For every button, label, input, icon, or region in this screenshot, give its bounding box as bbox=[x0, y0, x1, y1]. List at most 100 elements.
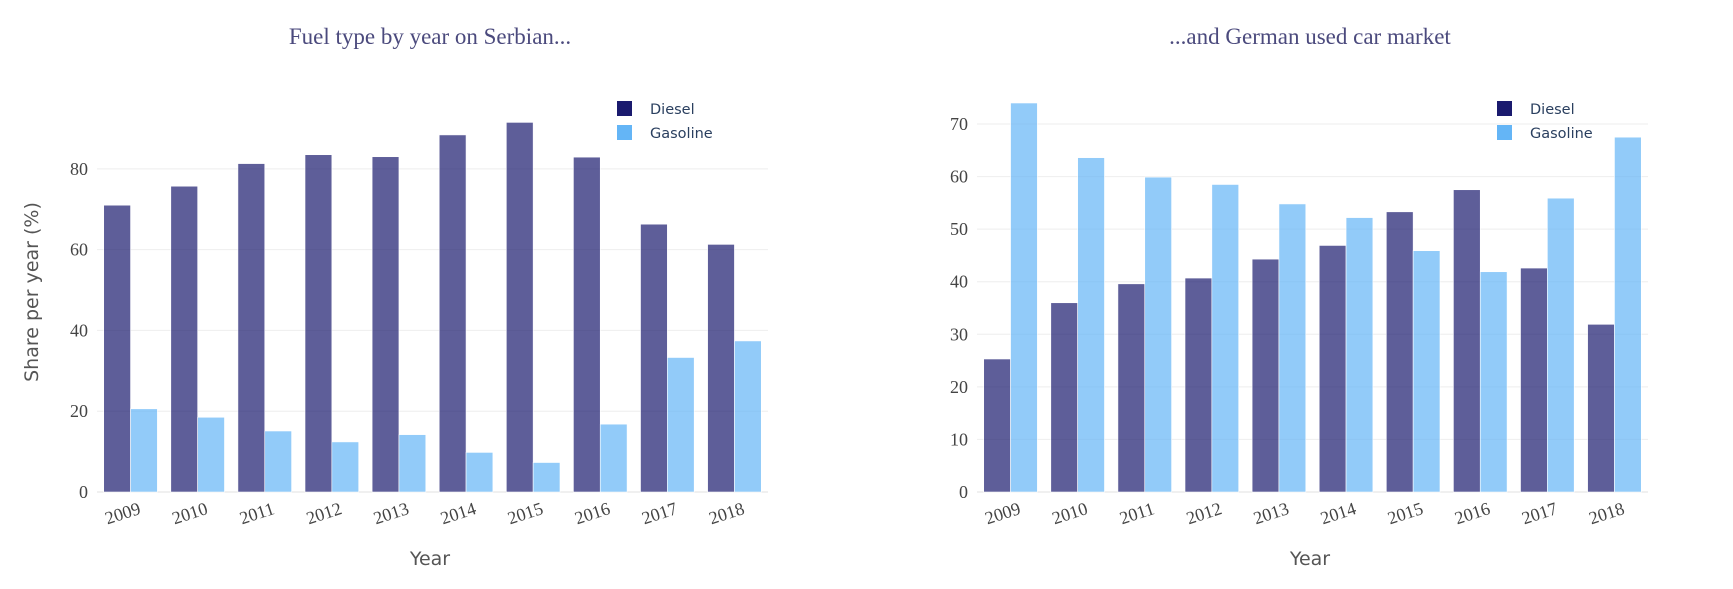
legend-item-diesel[interactable]: Diesel bbox=[1497, 101, 1575, 118]
x-tick-label: 2013 bbox=[371, 498, 411, 528]
legend-label: Diesel bbox=[1530, 102, 1575, 118]
bar-gasoline-2018[interactable] bbox=[734, 340, 762, 493]
y-tick-label: 60 bbox=[950, 167, 968, 187]
bar-diesel-2012[interactable] bbox=[304, 154, 333, 493]
legend-item-diesel[interactable]: Diesel bbox=[617, 101, 695, 118]
bar-gasoline-2015[interactable] bbox=[1412, 250, 1441, 493]
bar-gasoline-2015[interactable] bbox=[532, 462, 561, 493]
legend-swatch bbox=[1497, 125, 1512, 140]
bars-layer bbox=[103, 122, 762, 493]
bar-diesel-2011[interactable] bbox=[237, 163, 266, 493]
x-tick-label: 2013 bbox=[1251, 498, 1291, 528]
legend-swatch bbox=[1497, 101, 1512, 116]
x-tick-label: 2011 bbox=[237, 498, 277, 528]
bar-gasoline-2018[interactable] bbox=[1614, 136, 1642, 493]
y-tick-label: 80 bbox=[70, 159, 88, 179]
bar-diesel-2014[interactable] bbox=[1318, 245, 1347, 493]
bar-diesel-2016[interactable] bbox=[1453, 189, 1481, 493]
x-tick-label: 2010 bbox=[1050, 498, 1090, 528]
y-tick-label: 50 bbox=[950, 219, 968, 239]
bar-diesel-2013[interactable] bbox=[1251, 258, 1280, 493]
bar-gasoline-2010[interactable] bbox=[1077, 157, 1105, 493]
bar-diesel-2014[interactable] bbox=[438, 134, 467, 493]
bar-gasoline-2013[interactable] bbox=[1278, 203, 1307, 493]
chart-title: Fuel type by year on Serbian... bbox=[289, 24, 571, 49]
bar-diesel-2009[interactable] bbox=[983, 358, 1011, 493]
y-axis-ticks: 0 20 40 60 80 bbox=[70, 159, 88, 502]
y-tick-label: 60 bbox=[70, 240, 88, 260]
x-tick-label: 2015 bbox=[505, 498, 545, 528]
x-axis-title: Year bbox=[409, 548, 450, 570]
bar-diesel-2017[interactable] bbox=[640, 223, 668, 493]
bar-gasoline-2011[interactable] bbox=[1144, 176, 1172, 493]
x-tick-label: 2016 bbox=[1452, 498, 1492, 528]
bar-diesel-2009[interactable] bbox=[103, 204, 131, 493]
y-tick-label: 30 bbox=[950, 324, 968, 344]
bar-diesel-2010[interactable] bbox=[170, 185, 198, 493]
legend-label: Gasoline bbox=[1530, 126, 1593, 142]
y-axis-title: Share per year (%) bbox=[21, 202, 43, 382]
x-axis-ticks: 2009 2010 2011 2012 2013 2014 2015 2016 2017 2018 bbox=[102, 498, 746, 528]
bar-diesel-2013[interactable] bbox=[371, 156, 400, 493]
legend[interactable]: Diesel Gasoline bbox=[1497, 101, 1593, 142]
bars-layer bbox=[983, 102, 1642, 493]
bar-diesel-2011[interactable] bbox=[1117, 283, 1146, 493]
legend-item-gasoline[interactable]: Gasoline bbox=[1497, 125, 1593, 142]
bar-diesel-2016[interactable] bbox=[573, 156, 601, 493]
x-tick-label: 2012 bbox=[1184, 498, 1224, 528]
x-axis-ticks: 2009 2010 2011 2012 2013 2014 2015 2016 2017 2018 bbox=[982, 498, 1626, 528]
chart-germany: ...and German used car market 0 10 20 30 40 5… bbox=[950, 24, 1648, 570]
bar-gasoline-2012[interactable] bbox=[331, 441, 359, 493]
x-axis-title: Year bbox=[1289, 548, 1330, 570]
bar-gasoline-2013[interactable] bbox=[398, 434, 427, 493]
bar-gasoline-2014[interactable] bbox=[465, 452, 494, 493]
bar-gasoline-2010[interactable] bbox=[197, 416, 225, 493]
bar-diesel-2017[interactable] bbox=[1520, 267, 1548, 493]
y-tick-label: 40 bbox=[70, 320, 88, 340]
bar-gasoline-2012[interactable] bbox=[1211, 184, 1239, 493]
bar-gasoline-2009[interactable] bbox=[130, 408, 158, 493]
x-tick-label: 2012 bbox=[304, 498, 344, 528]
x-tick-label: 2016 bbox=[572, 498, 612, 528]
legend-swatch bbox=[617, 125, 632, 140]
bar-gasoline-2016[interactable] bbox=[599, 423, 628, 493]
y-axis-ticks: 0 10 20 30 40 50 60 70 bbox=[950, 114, 968, 502]
x-tick-label: 2017 bbox=[639, 498, 679, 528]
legend[interactable]: Diesel Gasoline bbox=[617, 101, 713, 142]
bar-diesel-2015[interactable] bbox=[1386, 211, 1414, 493]
bar-diesel-2010[interactable] bbox=[1050, 302, 1078, 493]
y-tick-label: 20 bbox=[70, 401, 88, 421]
bar-diesel-2018[interactable] bbox=[707, 244, 735, 493]
bar-diesel-2018[interactable] bbox=[1587, 324, 1615, 493]
bar-gasoline-2014[interactable] bbox=[1345, 217, 1374, 493]
bar-gasoline-2017[interactable] bbox=[667, 357, 695, 493]
x-tick-label: 2014 bbox=[438, 498, 478, 528]
x-tick-label: 2018 bbox=[706, 498, 746, 528]
y-tick-label: 20 bbox=[950, 377, 968, 397]
bar-diesel-2015[interactable] bbox=[506, 122, 534, 493]
bar-gasoline-2011[interactable] bbox=[264, 430, 292, 493]
y-tick-label: 40 bbox=[950, 272, 968, 292]
y-tick-label: 0 bbox=[959, 482, 968, 502]
x-tick-label: 2015 bbox=[1385, 498, 1425, 528]
y-tick-label: 0 bbox=[79, 482, 88, 502]
legend-label: Diesel bbox=[650, 102, 695, 118]
x-tick-label: 2014 bbox=[1318, 498, 1358, 528]
bar-diesel-2012[interactable] bbox=[1184, 277, 1213, 493]
bar-gasoline-2017[interactable] bbox=[1547, 197, 1575, 493]
x-tick-label: 2010 bbox=[170, 498, 210, 528]
legend-label: Gasoline bbox=[650, 126, 713, 142]
chart-serbia: Fuel type by year on Serbian... 0 20 40 60 8… bbox=[21, 24, 768, 570]
x-tick-label: 2011 bbox=[1117, 498, 1157, 528]
legend-swatch bbox=[617, 101, 632, 116]
bar-gasoline-2009[interactable] bbox=[1010, 102, 1038, 493]
chart-title: ...and German used car market bbox=[1169, 24, 1451, 49]
y-tick-label: 10 bbox=[950, 429, 968, 449]
legend-item-gasoline[interactable]: Gasoline bbox=[617, 125, 713, 142]
x-tick-label: 2017 bbox=[1519, 498, 1559, 528]
y-tick-label: 70 bbox=[950, 114, 968, 134]
x-tick-label: 2009 bbox=[102, 498, 142, 528]
bar-gasoline-2016[interactable] bbox=[1479, 271, 1508, 493]
x-tick-label: 2018 bbox=[1586, 498, 1626, 528]
